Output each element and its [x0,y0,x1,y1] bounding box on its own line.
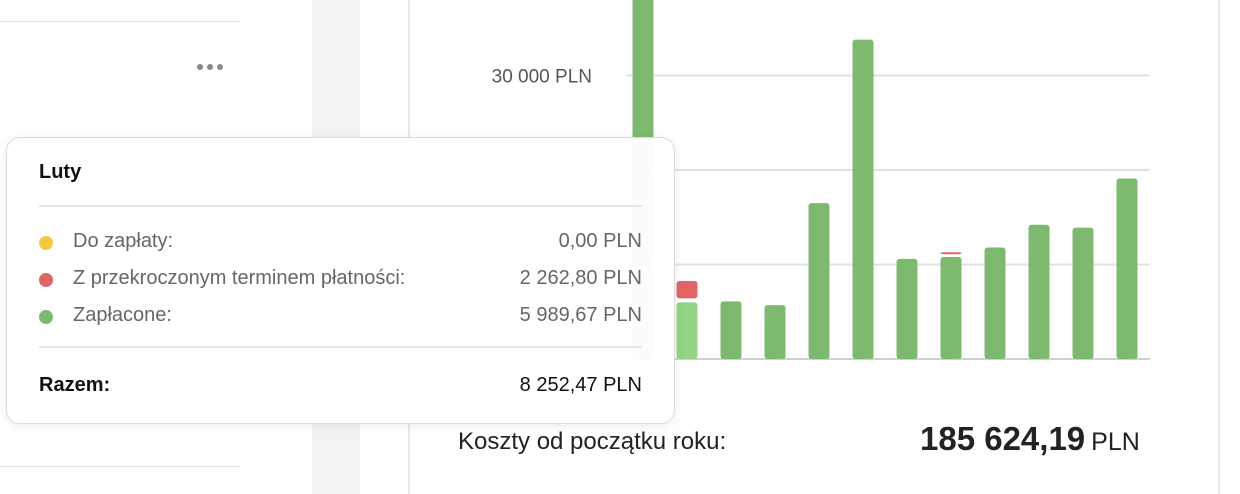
bar-segment[interactable] [808,203,830,359]
tooltip-row-overdue: Z przekroczonym terminem płatności: 2 26… [39,265,642,293]
card-border [1218,0,1220,494]
y-tick-label: 30 000 PLN [492,67,592,88]
bar-segment[interactable] [852,39,874,360]
tooltip-row-paid: Zapłacone: 5 989,67 PLN [39,302,642,330]
divider [0,466,240,467]
tooltip-total-value: 8 252,47 PLN [519,374,642,396]
bar-segment[interactable] [1116,178,1138,359]
more-horizontal-icon [197,64,203,70]
tooltip-total-label: Razem: [39,374,111,396]
ytd-costs-label: Koszty od początku roku: [458,428,727,455]
bar-segment[interactable] [940,256,962,359]
legend-dot-icon [39,273,53,287]
divider [0,21,240,22]
ytd-costs-currency: PLN [1091,428,1140,456]
bar-segment[interactable] [940,252,962,255]
tooltip-row-label: Z przekroczonym terminem płatności: [73,267,406,289]
bar-segment[interactable] [720,301,742,359]
bar-segment[interactable] [764,305,786,359]
tooltip-row-value: 0,00 PLN [558,230,642,252]
tooltip-row-label: Zapłacone: [73,304,172,326]
tooltip-row-value: 5 989,67 PLN [519,304,642,326]
legend-dot-icon [39,236,53,250]
bar-segment[interactable] [984,247,1006,359]
bar-segment[interactable] [676,281,698,299]
tooltip-row-label: Do zapłaty: [73,230,174,252]
tooltip-row-due: Do zapłaty: 0,00 PLN [39,228,642,256]
ytd-costs-amount: 185 624,19 [920,420,1086,457]
tooltip-row-value: 2 262,80 PLN [519,267,642,289]
more-options-button[interactable] [190,56,230,78]
tooltip-divider [39,346,642,348]
bar-segment[interactable] [1028,224,1050,359]
tooltip-divider [39,205,642,207]
more-horizontal-icon-dot [207,64,213,70]
chart-tooltip: Luty Do zapłaty: 0,00 PLN Z przekroczony… [6,137,675,424]
bar-segment[interactable] [896,258,918,359]
legend-dot-icon [39,310,53,324]
more-horizontal-icon-dot [217,64,223,70]
bar-segment[interactable] [676,302,698,359]
bar-segment[interactable] [1072,227,1094,359]
ytd-costs-value: 185 624,19 PLN [920,420,1140,458]
tooltip-title: Luty [39,161,82,183]
